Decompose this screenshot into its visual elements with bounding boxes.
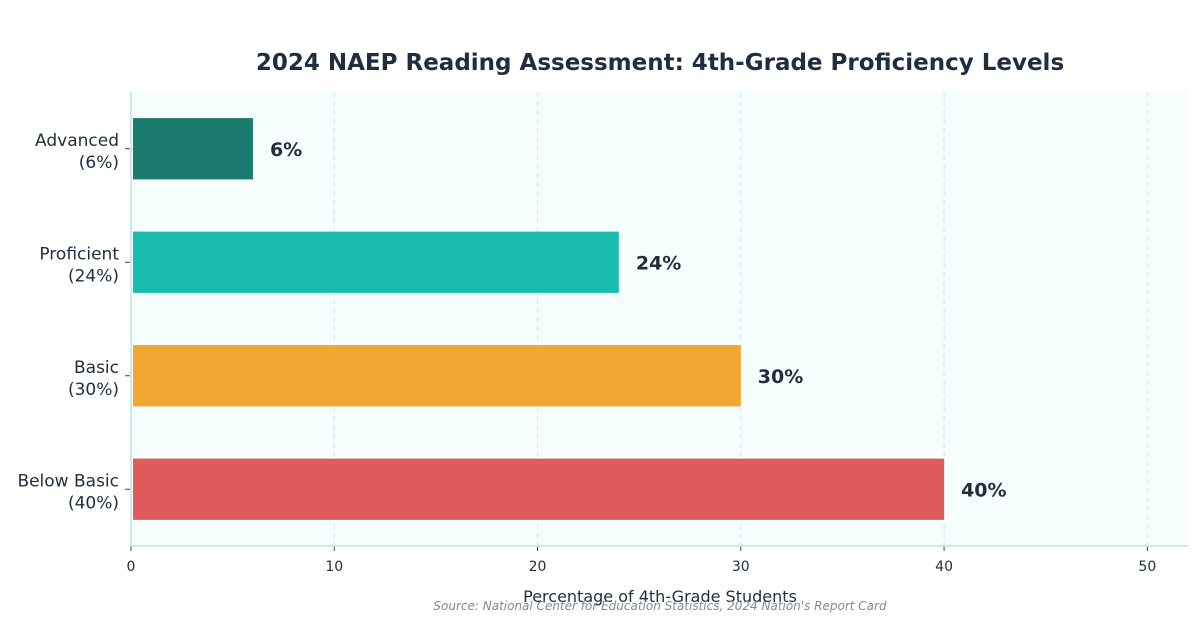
x-tick-label: 40 (935, 559, 953, 575)
category-labels: Advanced(6%) Proficient(24%) Basic(30%) Bel… (17, 131, 130, 513)
bar-below-basic (133, 458, 945, 520)
source-note: Source: National Center for Education St… (433, 599, 887, 613)
x-axis-title: Percentage of 4th-Grade Students (523, 587, 797, 606)
data-label: 6% (270, 139, 302, 161)
bar-proficient (133, 231, 619, 293)
category-label-percent: (24%) (68, 266, 119, 286)
bar-advanced (133, 118, 253, 180)
x-tick-label: 10 (325, 559, 343, 575)
category-label-percent: (40%) (68, 493, 119, 513)
bars (133, 118, 945, 520)
x-tick-label: 50 (1138, 559, 1156, 575)
data-labels: 6% 24% 30% 40% (270, 139, 1007, 502)
data-label: 40% (961, 479, 1006, 501)
category-label-percent: (30%) (68, 380, 119, 400)
x-axis: 0 10 20 30 40 50 (127, 92, 1188, 575)
category-label: Basic (74, 358, 119, 378)
data-label: 24% (636, 252, 681, 274)
bar-basic (133, 345, 741, 407)
x-tick-label: 20 (529, 559, 547, 575)
x-tick-label: 30 (732, 559, 750, 575)
data-label: 30% (758, 366, 803, 388)
category-label: Advanced (35, 131, 119, 151)
chart-title: 2024 NAEP Reading Assessment: 4th-Grade … (256, 50, 1064, 76)
x-tick-label: 0 (127, 559, 136, 575)
category-label: Below Basic (17, 471, 119, 491)
category-label: Proficient (39, 244, 119, 264)
category-label-percent: (6%) (79, 153, 119, 173)
